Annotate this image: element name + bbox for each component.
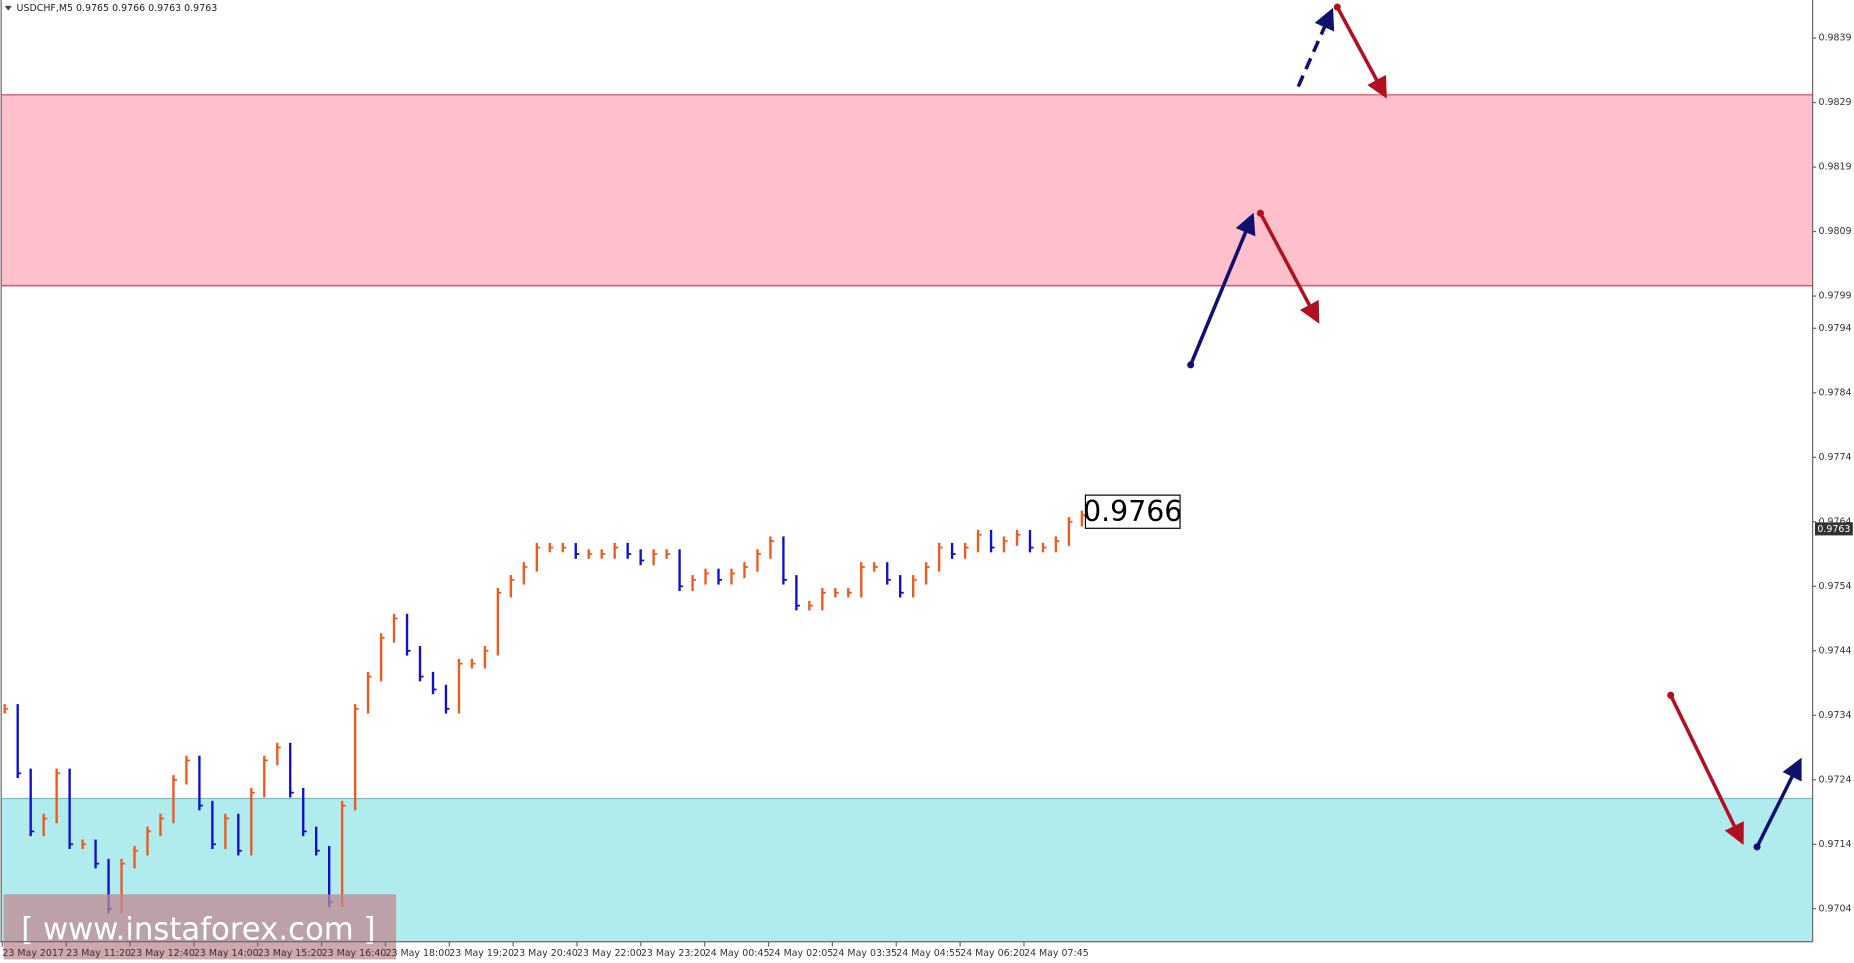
axes: 0.9839 0.9829 0.9819 0.9809 0.9799 0.9794 0.97…: [1, 33, 1852, 959]
x-tick-label: 24 May 07:45: [1024, 948, 1089, 959]
y-tick-label: 0.9744: [1819, 645, 1852, 656]
y-tick-label: 0.9704: [1819, 903, 1852, 914]
dropdown-icon[interactable]: [4, 5, 12, 11]
x-tick-label: 24 May 00:45: [705, 948, 770, 959]
watermark-box: [3, 894, 397, 960]
forecast-arrow: [1189, 212, 1256, 366]
arrow-dot: [1187, 361, 1195, 369]
zone: [1, 94, 1813, 286]
forecast-arrow-dashed: [1296, 7, 1335, 88]
arrow-dot: [1753, 843, 1761, 851]
price-label: 0.9766: [1083, 495, 1182, 528]
arrow-dot: [1333, 3, 1341, 11]
x-tick-label: 23 May 20:40: [513, 948, 578, 959]
forecast-arrow: [1258, 212, 1320, 324]
y-tick-label: 0.9734: [1819, 710, 1852, 721]
y-tick-label: 0.9839: [1819, 33, 1852, 44]
x-tick-label: 23 May 15:20: [258, 948, 323, 959]
price-label-box: [1084, 494, 1181, 529]
arrow-dot: [1667, 691, 1675, 699]
y-tick-label: 0.9754: [1819, 581, 1852, 592]
arrow-dot: [1256, 209, 1264, 217]
symbol-header: USDCHF,M5 0.9765 0.9766 0.9763 0.9763: [17, 3, 218, 14]
x-tick-label: 23 May 2017: [2, 948, 64, 959]
forecast-arrow: [1755, 757, 1802, 848]
y-tick-label: 0.9764: [1819, 516, 1852, 527]
forecast-arrow: [1669, 694, 1744, 846]
current-price: 0.9763: [1817, 524, 1850, 535]
forecast-arrow: [1335, 6, 1387, 99]
x-tick-label: 24 May 02:05: [769, 948, 834, 959]
y-tick-label: 0.9809: [1819, 226, 1852, 237]
x-tick-label: 23 May 22:00: [577, 948, 642, 959]
price-bars: [3, 510, 1086, 914]
y-tick-label: 0.9829: [1819, 97, 1852, 108]
y-tick-label: 0.9794: [1819, 323, 1852, 334]
y-tick-label: 0.9784: [1819, 387, 1852, 398]
x-tick-label: 23 May 18:00: [385, 948, 450, 959]
x-tick-label: 23 May 16:40: [322, 948, 387, 959]
x-tick-label: 23 May 11:20: [66, 948, 131, 959]
y-tick-label: 0.9819: [1819, 162, 1852, 173]
y-tick-label: 0.9724: [1819, 774, 1852, 785]
x-tick-label: 24 May 06:20: [960, 948, 1025, 959]
x-tick-label: 23 May 23:20: [641, 948, 706, 959]
x-tick-label: 24 May 04:55: [896, 948, 961, 959]
y-tick-label: 0.9774: [1819, 452, 1852, 463]
x-tick-label: 23 May 14:00: [194, 948, 259, 959]
y-tick-label: 0.9714: [1819, 839, 1852, 850]
x-tick-label: 23 May 12:40: [130, 948, 195, 959]
y-tick-label: 0.9799: [1819, 291, 1852, 302]
x-tick-label: 23 May 19:20: [449, 948, 514, 959]
current-price-tag: [1814, 522, 1853, 536]
x-tick-label: 24 May 03:35: [832, 948, 897, 959]
